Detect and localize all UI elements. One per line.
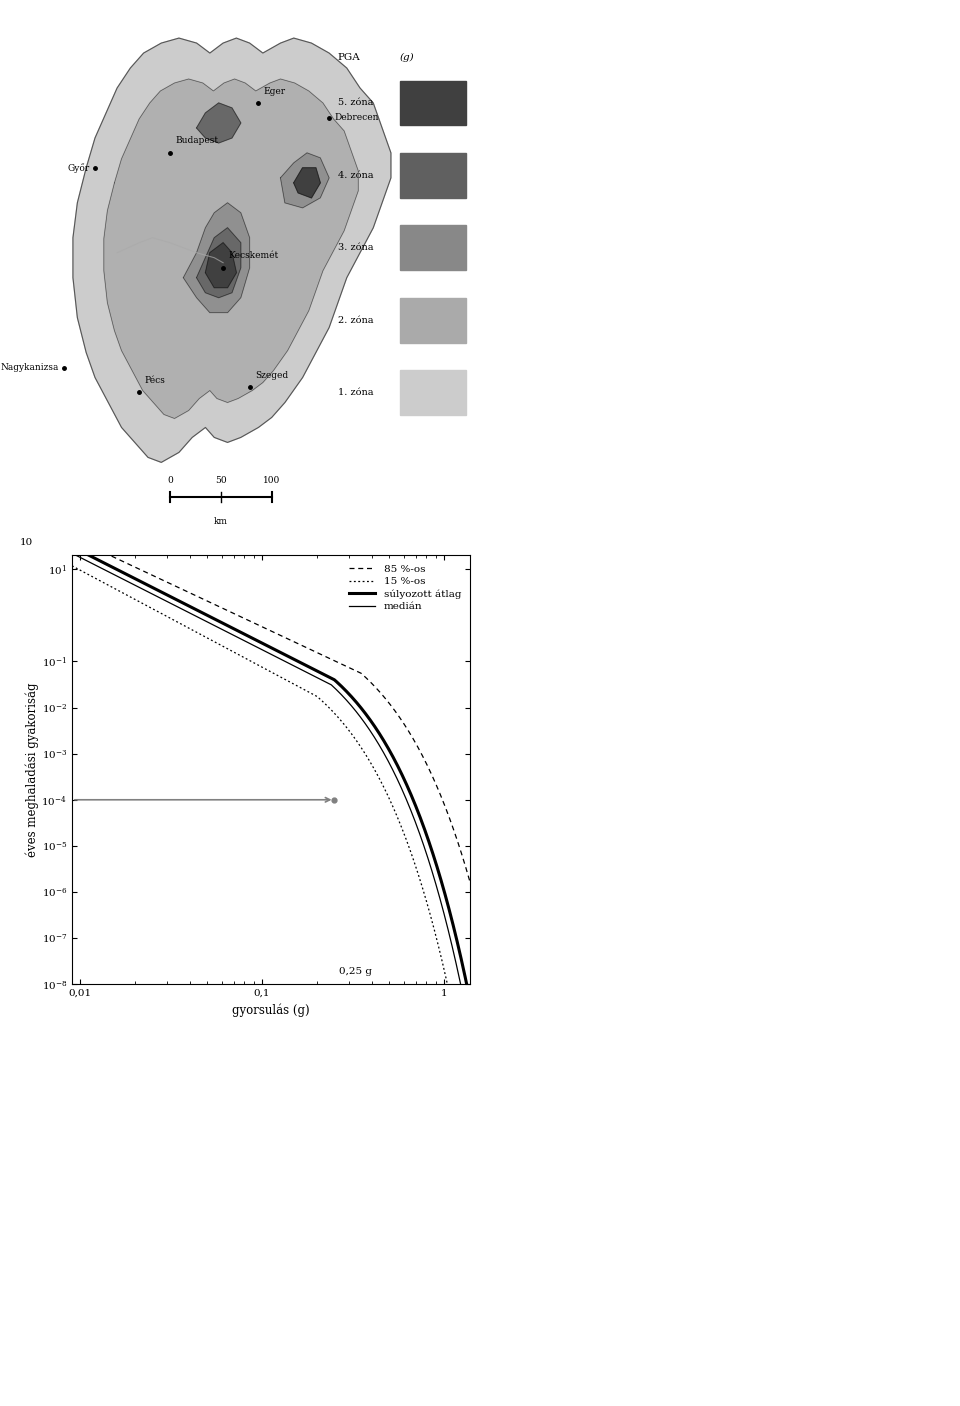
súlyozott átlag bbox=[470, 1022, 482, 1039]
Text: 0,14: 0,14 bbox=[402, 172, 423, 180]
Y-axis label: éves meghaladási gyakoriság: éves meghaladási gyakoriság bbox=[25, 682, 38, 858]
Text: Pécs: Pécs bbox=[145, 375, 165, 385]
Text: Győr: Győr bbox=[67, 163, 89, 173]
Bar bbox=[399, 225, 466, 270]
súlyozott átlag bbox=[372, 724, 384, 741]
Text: Szeged: Szeged bbox=[255, 371, 288, 380]
Text: 0,08: 0,08 bbox=[402, 388, 423, 396]
súlyozott átlag bbox=[324, 669, 335, 686]
15 %-os bbox=[66, 557, 78, 574]
Polygon shape bbox=[197, 228, 241, 298]
Text: PGA: PGA bbox=[338, 53, 361, 62]
85 %-os bbox=[91, 541, 103, 558]
15 %-os bbox=[470, 1069, 482, 1085]
Text: 5. zóna: 5. zóna bbox=[338, 98, 373, 107]
Polygon shape bbox=[104, 79, 358, 419]
85 %-os bbox=[311, 644, 323, 661]
85 %-os bbox=[300, 640, 312, 657]
85 %-os bbox=[324, 650, 335, 666]
Polygon shape bbox=[294, 167, 321, 198]
súlyozott átlag bbox=[311, 662, 323, 679]
Polygon shape bbox=[280, 153, 329, 208]
Text: 0,10: 0,10 bbox=[402, 315, 423, 325]
Text: km: km bbox=[214, 517, 228, 526]
85 %-os bbox=[470, 896, 482, 912]
medián bbox=[470, 1054, 482, 1071]
15 %-os bbox=[372, 768, 384, 785]
85 %-os bbox=[66, 529, 78, 546]
súlyozott átlag bbox=[300, 657, 312, 673]
Text: 3. zóna: 3. zóna bbox=[338, 243, 373, 252]
85 %-os bbox=[414, 742, 425, 759]
Text: 4. zóna: 4. zóna bbox=[338, 172, 373, 180]
Text: 10: 10 bbox=[20, 537, 34, 547]
Line: 85 %-os: 85 %-os bbox=[72, 537, 476, 904]
85 %-os bbox=[372, 682, 384, 699]
15 %-os bbox=[300, 682, 312, 699]
Text: (g): (g) bbox=[399, 53, 415, 62]
Text: 100: 100 bbox=[263, 475, 280, 485]
Text: 0,15: 0,15 bbox=[402, 98, 423, 107]
Polygon shape bbox=[183, 202, 250, 312]
15 %-os bbox=[91, 571, 103, 588]
Line: súlyozott átlag: súlyozott átlag bbox=[72, 547, 476, 1031]
Legend: 85 %-os, 15 %-os, súlyozott átlag, medián: 85 %-os, 15 %-os, súlyozott átlag, mediá… bbox=[345, 561, 466, 616]
Text: Kecskemét: Kecskemét bbox=[228, 252, 278, 260]
Bar bbox=[399, 370, 466, 415]
medián bbox=[91, 557, 103, 574]
15 %-os bbox=[414, 870, 425, 887]
Text: Eger: Eger bbox=[264, 87, 286, 96]
Bar bbox=[399, 80, 466, 125]
Line: medián: medián bbox=[72, 553, 476, 1063]
Text: Budapest: Budapest bbox=[176, 136, 219, 145]
Polygon shape bbox=[205, 243, 236, 288]
Polygon shape bbox=[197, 103, 241, 143]
medián bbox=[300, 664, 312, 681]
Text: 50: 50 bbox=[215, 475, 227, 485]
medián bbox=[414, 825, 425, 842]
medián bbox=[372, 735, 384, 752]
Text: Debrecen: Debrecen bbox=[334, 114, 379, 122]
Line: 15 %-os: 15 %-os bbox=[72, 565, 476, 1077]
Text: 1. zóna: 1. zóna bbox=[338, 388, 373, 396]
medián bbox=[324, 675, 335, 692]
medián bbox=[311, 669, 323, 686]
15 %-os bbox=[324, 699, 335, 716]
súlyozott átlag bbox=[91, 551, 103, 568]
15 %-os bbox=[311, 688, 323, 704]
medián bbox=[66, 544, 78, 561]
X-axis label: gyorsulás (g): gyorsulás (g) bbox=[232, 1004, 310, 1017]
Text: 0,12: 0,12 bbox=[402, 243, 423, 252]
Text: 0,25 g: 0,25 g bbox=[339, 967, 372, 976]
15 %-os bbox=[460, 1069, 471, 1085]
Text: 0: 0 bbox=[167, 475, 173, 485]
Polygon shape bbox=[73, 38, 391, 463]
Bar bbox=[399, 298, 466, 343]
Bar bbox=[399, 153, 466, 198]
súlyozott átlag bbox=[414, 808, 425, 825]
súlyozott átlag bbox=[66, 538, 78, 555]
Text: Nagykanizsa: Nagykanizsa bbox=[0, 363, 59, 373]
Text: 2. zóna: 2. zóna bbox=[338, 315, 373, 325]
